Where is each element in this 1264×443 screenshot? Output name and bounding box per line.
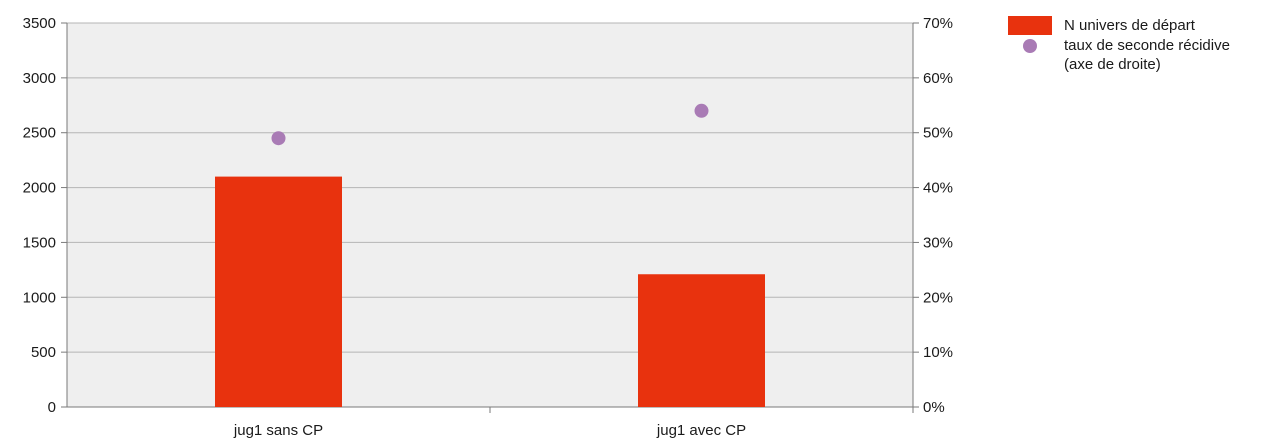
data-point — [272, 131, 286, 145]
y-left-tick-label: 2500 — [23, 125, 56, 142]
y-right-tick-label: 30% — [923, 234, 953, 251]
legend-swatch-point-wrap — [1008, 36, 1052, 55]
y-right-tick-label: 20% — [923, 289, 953, 306]
y-right-tick-label: 10% — [923, 344, 953, 361]
y-left-tick-label: 1000 — [23, 289, 56, 306]
y-left-tick-label: 3500 — [23, 15, 56, 32]
y-left-tick-label: 0 — [48, 399, 56, 416]
y-right-tick-label: 70% — [923, 15, 953, 32]
y-right-tick-label: 0% — [923, 399, 945, 416]
legend-label-point: taux de seconde récidive (axe de droite) — [1064, 36, 1230, 74]
legend: N univers de départ taux de seconde réci… — [1008, 16, 1258, 75]
x-tick-label: jug1 avec CP — [656, 422, 746, 439]
data-point — [695, 104, 709, 118]
legend-swatch-point — [1023, 39, 1037, 53]
plot-area — [67, 23, 913, 407]
y-right-tick-label: 50% — [923, 125, 953, 142]
y-left-tick-label: 3000 — [23, 70, 56, 87]
bar — [215, 177, 342, 407]
legend-item-bar: N univers de départ — [1008, 16, 1258, 35]
bar — [638, 274, 765, 407]
x-tick-label: jug1 sans CP — [233, 422, 323, 439]
legend-label-bar: N univers de départ — [1064, 16, 1195, 35]
y-left-tick-label: 1500 — [23, 234, 56, 251]
y-right-tick-label: 40% — [923, 180, 953, 197]
legend-swatch-bar — [1008, 16, 1052, 35]
y-left-tick-label: 500 — [31, 344, 56, 361]
y-right-tick-label: 60% — [923, 70, 953, 87]
legend-item-point: taux de seconde récidive (axe de droite) — [1008, 36, 1258, 74]
y-left-tick-label: 2000 — [23, 180, 56, 197]
